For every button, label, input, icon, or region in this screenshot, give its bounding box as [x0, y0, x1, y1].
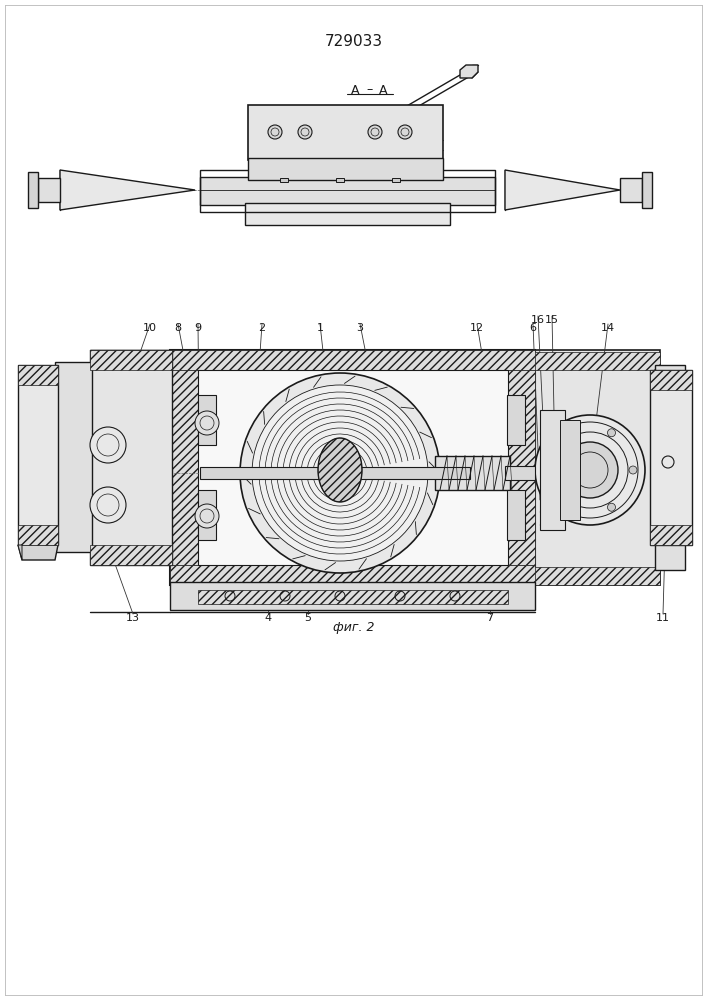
Text: 4: 4 — [264, 613, 271, 623]
Circle shape — [398, 125, 412, 139]
Bar — [248, 105, 443, 160]
Bar — [620, 178, 642, 202]
Text: 729033: 729033 — [325, 34, 383, 49]
Bar — [248, 158, 443, 180]
Bar — [18, 525, 58, 545]
Circle shape — [564, 429, 573, 437]
Circle shape — [607, 429, 616, 437]
Polygon shape — [318, 107, 400, 128]
Text: 11: 11 — [656, 613, 670, 623]
Bar — [28, 172, 38, 208]
Bar — [18, 365, 58, 545]
Text: фиг. 2: фиг. 2 — [333, 621, 375, 635]
Circle shape — [562, 442, 618, 498]
Text: 6: 6 — [530, 323, 537, 333]
Text: 10: 10 — [143, 323, 157, 333]
Bar — [435, 456, 510, 490]
Polygon shape — [505, 170, 620, 210]
Bar — [650, 370, 692, 390]
Bar — [540, 410, 565, 530]
Circle shape — [629, 466, 637, 474]
Bar — [200, 170, 495, 212]
Bar — [200, 177, 495, 205]
Circle shape — [607, 503, 616, 511]
Polygon shape — [460, 65, 478, 78]
Bar — [198, 370, 508, 565]
Circle shape — [298, 125, 312, 139]
Bar — [530, 352, 660, 370]
Bar — [170, 582, 535, 610]
Bar — [198, 395, 216, 445]
Bar — [198, 490, 216, 540]
Circle shape — [252, 385, 428, 561]
Bar — [650, 525, 692, 545]
Bar — [507, 395, 525, 445]
Text: 14: 14 — [601, 323, 615, 333]
Bar — [655, 365, 685, 570]
Bar — [530, 567, 660, 585]
Bar — [200, 467, 470, 479]
Text: 15: 15 — [545, 315, 559, 325]
Circle shape — [195, 411, 219, 435]
Bar — [18, 365, 58, 385]
Bar — [170, 370, 198, 565]
Bar — [650, 370, 692, 545]
Polygon shape — [318, 438, 362, 502]
Polygon shape — [18, 545, 58, 560]
Bar — [530, 350, 660, 585]
Text: 12: 12 — [470, 323, 484, 333]
Circle shape — [90, 487, 126, 523]
Text: A: A — [379, 84, 387, 97]
Bar — [392, 178, 400, 182]
Text: A: A — [351, 84, 359, 97]
Circle shape — [564, 503, 573, 511]
Bar — [90, 350, 172, 565]
Bar — [642, 172, 652, 208]
Circle shape — [368, 125, 382, 139]
Circle shape — [90, 427, 126, 463]
Circle shape — [268, 125, 282, 139]
Bar — [336, 178, 344, 182]
Circle shape — [240, 373, 440, 573]
Bar — [507, 370, 535, 565]
Bar — [90, 350, 172, 370]
Text: 5: 5 — [305, 613, 312, 623]
Text: 9: 9 — [194, 323, 201, 333]
Text: 13: 13 — [126, 613, 140, 623]
Bar — [198, 590, 508, 604]
Text: –: – — [367, 84, 373, 97]
Polygon shape — [18, 545, 22, 560]
Bar — [560, 420, 580, 520]
Bar — [90, 545, 172, 565]
Text: 3: 3 — [356, 323, 363, 333]
Text: 2: 2 — [259, 323, 266, 333]
Bar — [507, 490, 525, 540]
Text: 7: 7 — [486, 613, 493, 623]
Text: 8: 8 — [175, 323, 182, 333]
Bar — [170, 565, 535, 585]
Text: 16: 16 — [531, 315, 545, 325]
Circle shape — [535, 415, 645, 525]
Bar — [505, 466, 535, 480]
Text: 1: 1 — [317, 323, 324, 333]
Bar — [170, 350, 535, 370]
Bar — [170, 350, 535, 585]
Circle shape — [543, 466, 551, 474]
Polygon shape — [60, 170, 195, 210]
Circle shape — [195, 504, 219, 528]
Bar — [38, 178, 60, 202]
Bar — [55, 362, 92, 552]
Bar — [245, 203, 450, 225]
Bar — [280, 178, 288, 182]
